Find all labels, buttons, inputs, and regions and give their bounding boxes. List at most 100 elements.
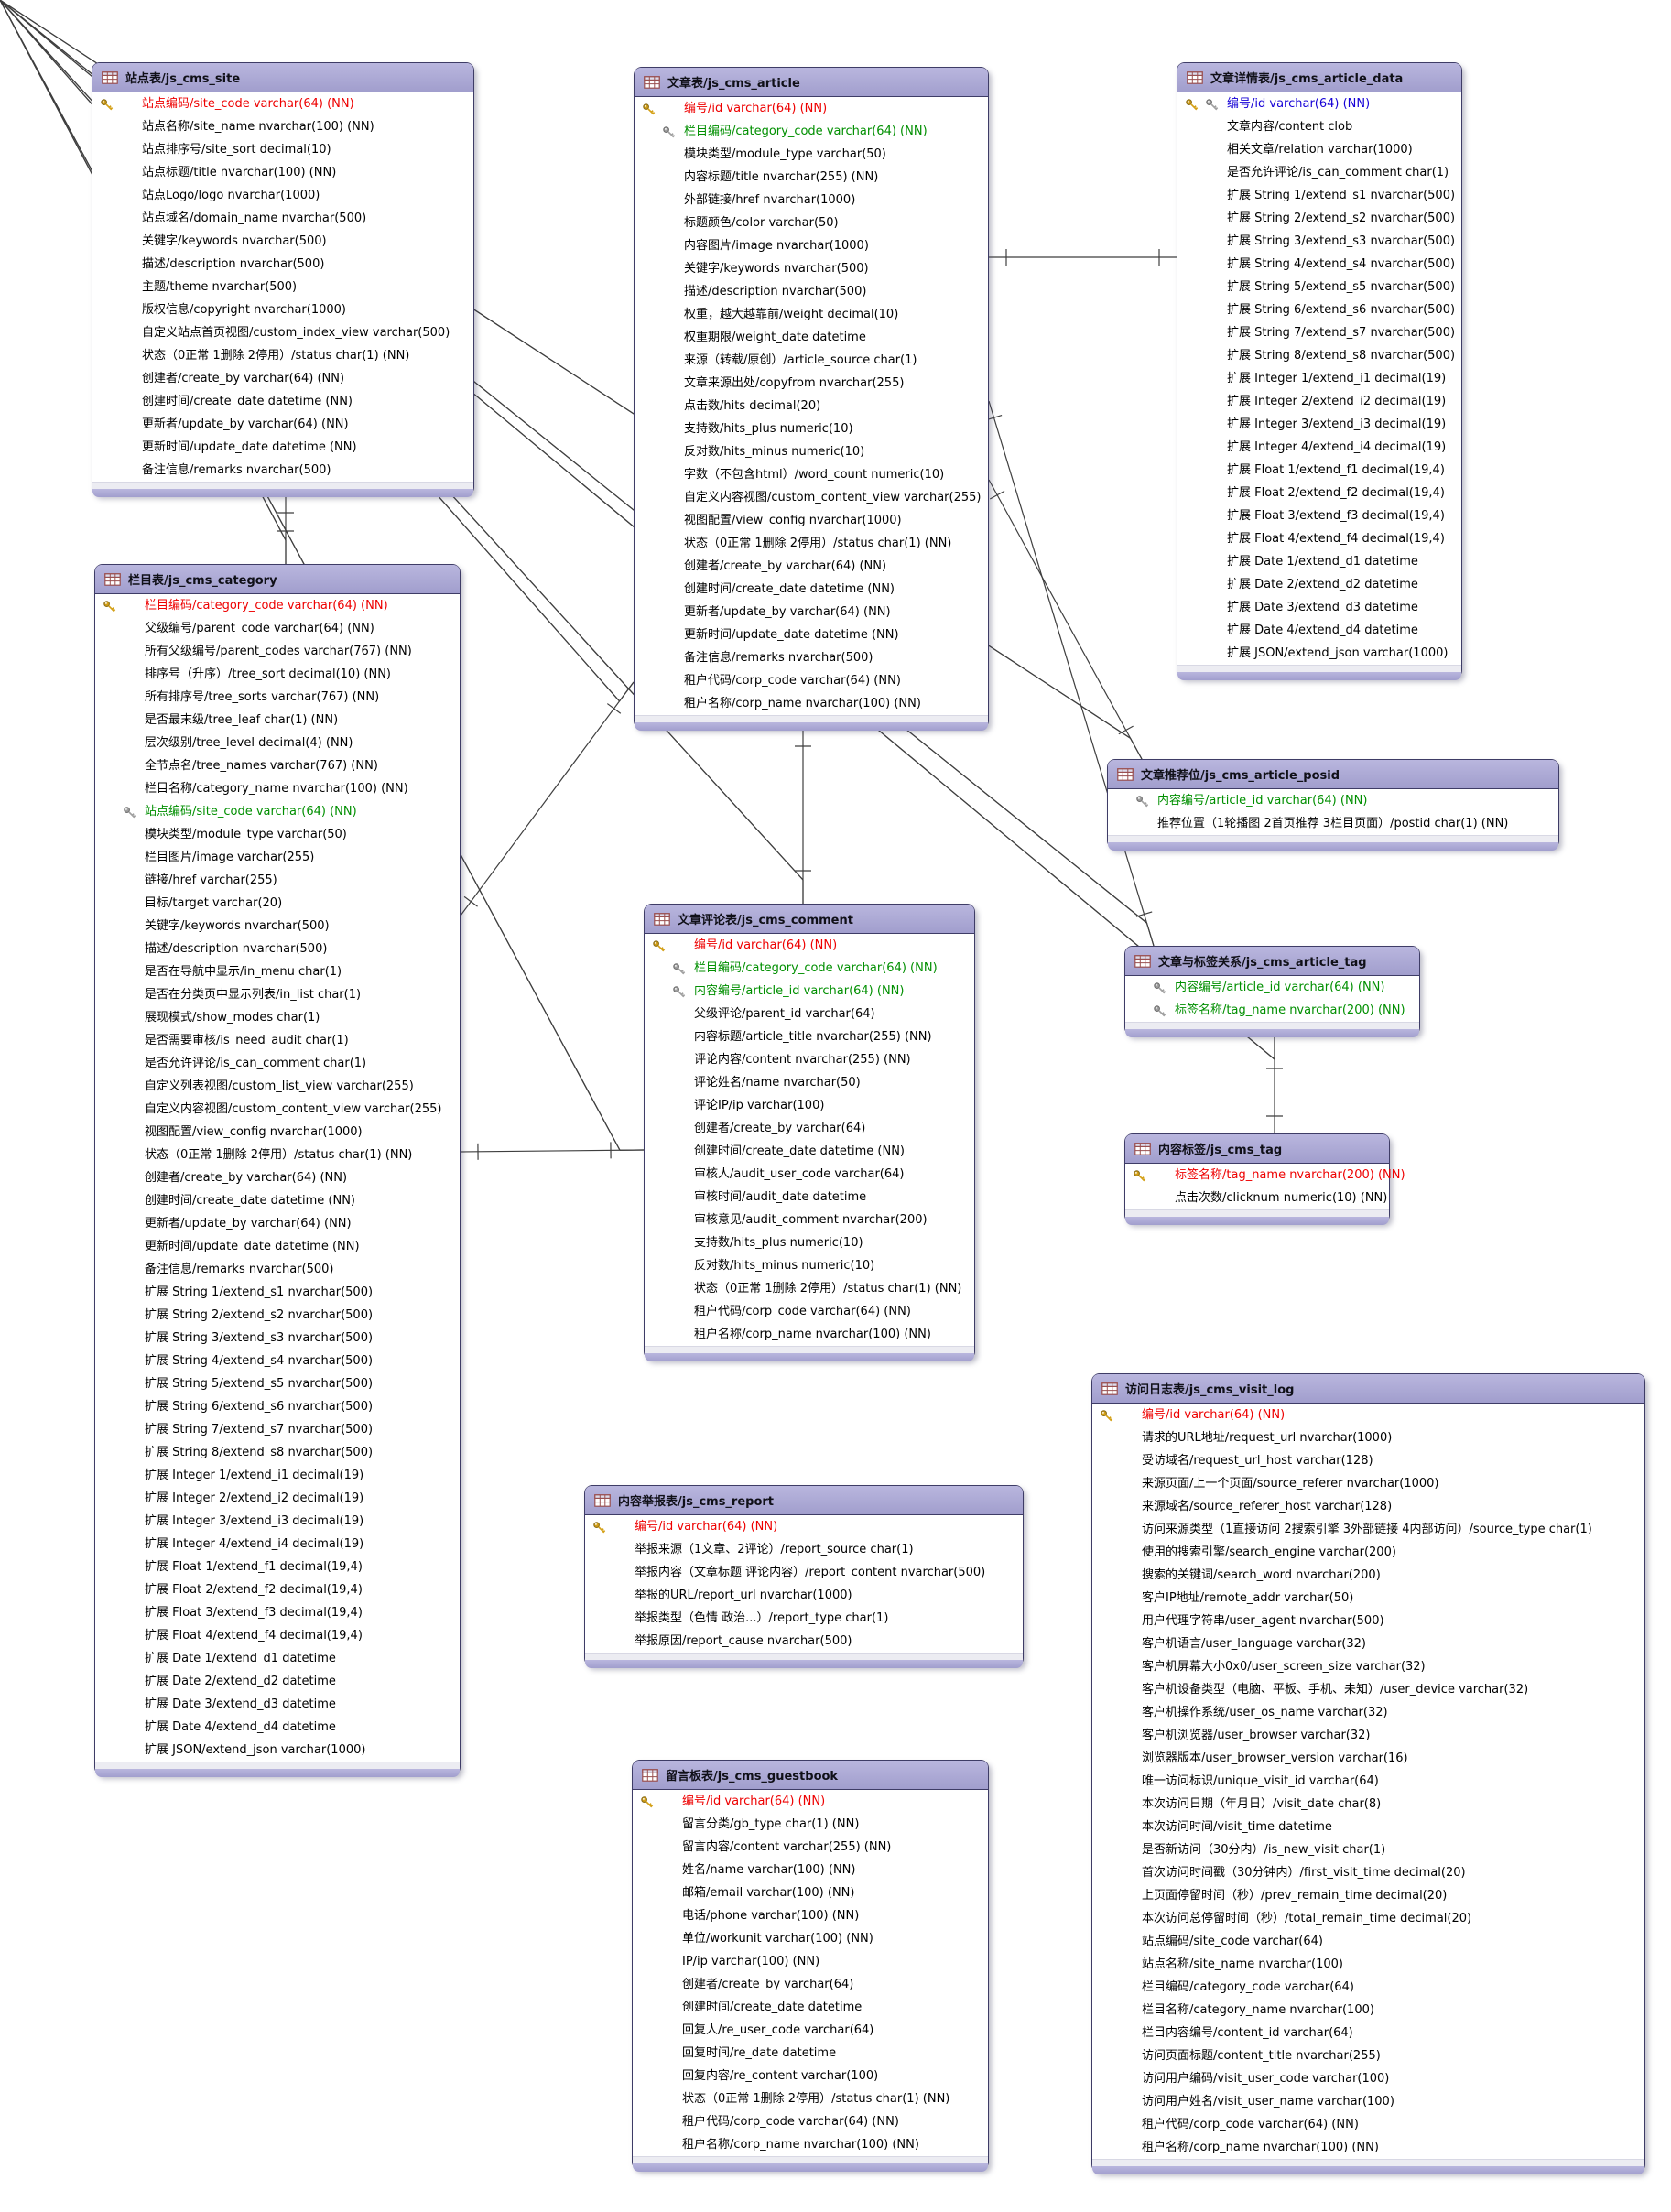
field-row: 客户机设备类型（电脑、平板、手机、未知）/user_device varchar… [1092,1678,1644,1701]
field-label: 上页面停留时间（秒）/prev_remain_time decimal(20) [1142,1889,1448,1903]
field-label: 电话/phone varchar(100) (NN) [682,1909,860,1923]
field-label: 扩展 Date 4/extend_d4 datetime [145,1720,336,1734]
field-label: 举报的URL/report_url nvarchar(1000) [635,1589,852,1602]
field-label: 状态（0正常 1删除 2停用）/status char(1) (NN) [684,537,952,550]
field-label: 扩展 String 6/extend_s6 nvarchar(500) [1227,303,1456,317]
table-header[interactable]: 访问日志表/js_cms_visit_log [1092,1374,1644,1404]
field-row: 扩展 Float 2/extend_f2 decimal(19,4) [95,1578,460,1601]
field-label: 是否在分类页中显示列表/in_list char(1) [145,988,362,1002]
table-header[interactable]: 栏目表/js_cms_category [95,565,460,594]
field-label: IP/ip varchar(100) (NN) [682,1955,820,1968]
table-js_cms-site[interactable]: 站点表/js_cms_site 站点编码/site_code varchar(64… [92,62,474,497]
field-label: 栏目编码/category_code varchar(64) (NN) [694,961,938,975]
table-title: 站点表/js_cms_site [125,72,241,86]
table-header[interactable]: 文章详情表/js_cms_article_data [1177,63,1461,92]
table-js_cms-guestbook[interactable]: 留言板表/js_cms_guestbook 编号/id varchar(64) (… [632,1760,989,2172]
field-row: 扩展 Integer 2/extend_i2 decimal(19) [95,1487,460,1510]
field-row: 模块类型/module_type varchar(50) [635,143,988,166]
table-js_cms-tag[interactable]: 内容标签/js_cms_tag 标签名称/tag_name nvarchar(20… [1124,1133,1405,1225]
table-footer-bar [1125,1029,1419,1037]
table-js_cms-article_posid[interactable]: 文章推荐位/js_cms_article_posid 内容编号/article_i… [1107,759,1559,851]
field-label: 租户代码/corp_code varchar(64) (NN) [694,1305,911,1318]
table-footer-divider [585,1653,1023,1660]
field-label: 文章内容/content clob [1227,120,1353,134]
field-row: 权重，越大越靠前/weight decimal(10) [635,303,988,326]
table-footer-divider [92,482,473,489]
table-header[interactable]: 文章评论表/js_cms_comment [645,905,974,934]
table-header[interactable]: 内容标签/js_cms_tag [1125,1134,1389,1164]
field-list: 内容编号/article_id varchar(64) (NN) 推荐位置（1轮播… [1108,789,1558,835]
table-header[interactable]: 文章推荐位/js_cms_article_posid [1108,760,1558,789]
field-row: 栏目内容编号/content_id varchar(64) [1092,2022,1644,2044]
field-label: 扩展 Integer 2/extend_i2 decimal(19) [145,1491,364,1505]
field-row: 举报内容（文章标题 评论内容）/report_content nvarchar(… [585,1561,1023,1584]
field-label: 编号/id varchar(64) (NN) [684,102,828,115]
field-row: 审核时间/audit_date datetime [645,1186,974,1209]
table-js_cms-comment[interactable]: 文章评论表/js_cms_comment 编号/id varchar(64) (N… [644,904,975,1361]
field-row: 所有父级编号/parent_codes varchar(767) (NN) [95,640,460,663]
field-row: 扩展 Date 2/extend_d2 datetime [1177,573,1461,596]
field-row: 租户代码/corp_code varchar(64) (NN) [635,669,988,692]
field-label: 模块类型/module_type varchar(50) [684,147,886,161]
field-label: 扩展 Float 4/extend_f4 decimal(19,4) [145,1629,363,1643]
field-row: 反对数/hits_minus numeric(10) [635,440,988,463]
table-js_cms-article_tag[interactable]: 文章与标签关系/js_cms_article_tag 内容编号/article_i… [1124,946,1420,1037]
field-label: 扩展 Date 2/extend_d2 datetime [1227,578,1418,591]
field-row: 更新时间/update_date datetime (NN) [92,436,473,459]
field-label: 创建时间/create_date datetime (NN) [145,1194,356,1208]
field-row: 扩展 Float 4/extend_f4 decimal(19,4) [95,1624,460,1647]
table-header[interactable]: 站点表/js_cms_site [92,63,473,92]
field-row: 来源（转载/原创）/article_source char(1) [635,349,988,372]
field-row: 标签名称/tag_name nvarchar(200) (NN) [1125,999,1419,1022]
table-footer-divider [633,2156,988,2163]
field-label: 自定义内容视图/custom_content_view varchar(255) [684,491,982,504]
field-label: 内容编号/article_id varchar(64) (NN) [694,984,905,998]
table-js_cms-article[interactable]: 文章表/js_cms_article 编号/id varchar(64) (NN)… [634,67,989,731]
field-row: 留言分类/gb_type char(1) (NN) [633,1813,988,1836]
field-row: 相关文章/relation varchar(1000) [1177,138,1461,161]
field-label: 编号/id varchar(64) (NN) [682,1795,826,1808]
table-header[interactable]: 文章表/js_cms_article [635,68,988,97]
field-row: 视图配置/view_config nvarchar(1000) [635,509,988,532]
field-label: 内容图片/image nvarchar(1000) [684,239,869,253]
field-row: 状态（0正常 1删除 2停用）/status char(1) (NN) [645,1277,974,1300]
field-row: 栏目编码/category_code varchar(64) (NN) [645,957,974,980]
field-row: 编号/id varchar(64) (NN) [1092,1404,1644,1426]
table-footer-bar [95,1769,460,1777]
field-row: 姓名/name varchar(100) (NN) [633,1859,988,1881]
field-label: 创建者/create_by varchar(64) (NN) [142,372,345,385]
field-row: 排序号（升序）/tree_sort decimal(10) (NN) [95,663,460,686]
field-label: 客户机设备类型（电脑、平板、手机、未知）/user_device varchar… [1142,1683,1529,1697]
table-header[interactable]: 留言板表/js_cms_guestbook [633,1761,988,1790]
field-row: 租户代码/corp_code varchar(64) (NN) [633,2110,988,2133]
field-row: 扩展 Float 3/extend_f3 decimal(19,4) [95,1601,460,1624]
table-js_cms-visit_log[interactable]: 访问日志表/js_cms_visit_log 编号/id varchar(64) … [1091,1373,1645,2174]
field-label: 扩展 Integer 1/extend_i1 decimal(19) [145,1469,364,1482]
field-label: 扩展 String 6/extend_s6 nvarchar(500) [145,1400,374,1414]
field-label: 租户代码/corp_code varchar(64) (NN) [684,674,901,688]
field-row: 创建者/create_by varchar(64) (NN) [635,555,988,578]
field-row: 扩展 String 6/extend_s6 nvarchar(500) [95,1395,460,1418]
field-label: 扩展 Date 4/extend_d4 datetime [1227,623,1418,637]
field-row: 内容编号/article_id varchar(64) (NN) [645,980,974,1003]
field-label: 扩展 Float 3/extend_f3 decimal(19,4) [1227,509,1445,523]
table-js_cms-category[interactable]: 栏目表/js_cms_category 栏目编码/category_code va… [94,564,461,1777]
field-row: 站点标题/title nvarchar(100) (NN) [92,161,473,184]
field-row: 举报原因/report_cause nvarchar(500) [585,1630,1023,1653]
field-label: 访问页面标题/content_title nvarchar(255) [1142,2049,1381,2063]
field-row: 自定义内容视图/custom_content_view varchar(255) [635,486,988,509]
field-row: 回复时间/re_date datetime [633,2042,988,2065]
field-label: 权重期限/weight_date datetime [684,331,866,344]
table-js_cms-report[interactable]: 内容举报表/js_cms_report 编号/id varchar(64) (NN… [584,1485,1024,1668]
field-row: 扩展 Date 4/extend_d4 datetime [95,1716,460,1739]
field-label: 是否在导航中显示/in_menu char(1) [145,965,342,979]
field-label: 备注信息/remarks nvarchar(500) [684,651,873,665]
field-label: 状态（0正常 1删除 2停用）/status char(1) (NN) [142,349,410,363]
table-header[interactable]: 文章与标签关系/js_cms_article_tag [1125,947,1419,976]
field-row: 栏目编码/category_code varchar(64) (NN) [95,594,460,617]
table-header[interactable]: 内容举报表/js_cms_report [585,1486,1023,1515]
field-label: 排序号（升序）/tree_sort decimal(10) (NN) [145,667,391,681]
table-js_cms-article_data[interactable]: 文章详情表/js_cms_article_data 编号/id varchar(6… [1177,62,1462,680]
field-label: 客户机操作系统/user_os_name varchar(32) [1142,1706,1388,1719]
field-row: 内容标题/title nvarchar(255) (NN) [635,166,988,189]
